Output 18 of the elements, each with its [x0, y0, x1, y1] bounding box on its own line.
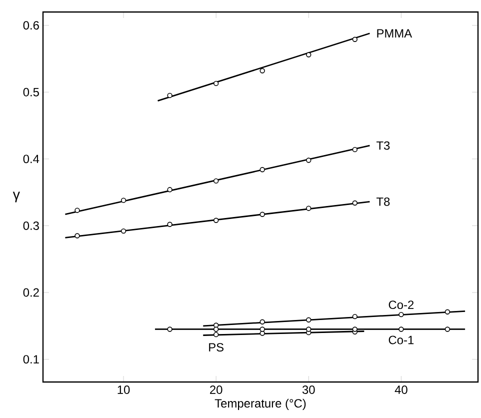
x-tick-label: 20	[210, 386, 222, 394]
y-tick-label: 0.4	[23, 154, 40, 164]
x-axis-title: Temperature (°C)	[214, 398, 306, 410]
y-tick-label: 0.2	[23, 288, 39, 297]
y-tick-label: 0.6	[23, 21, 39, 30]
y-tick-label: 0.3	[23, 221, 39, 230]
series-label: Co-1	[388, 336, 414, 344]
series-label: Co-2	[388, 300, 414, 310]
series-label: PS	[209, 343, 224, 352]
series-label: T8	[376, 197, 390, 206]
y-tick-label: 0.1	[23, 355, 39, 364]
x-tick-label: 10	[118, 386, 130, 394]
x-tick-label: 30	[302, 386, 315, 394]
series-label: T3	[376, 141, 390, 150]
y-axis-title: γ	[12, 192, 20, 202]
y-tick-label: 0.5	[23, 88, 39, 96]
series-label: PMMA	[377, 29, 412, 38]
x-tick-label: 40	[394, 386, 408, 394]
